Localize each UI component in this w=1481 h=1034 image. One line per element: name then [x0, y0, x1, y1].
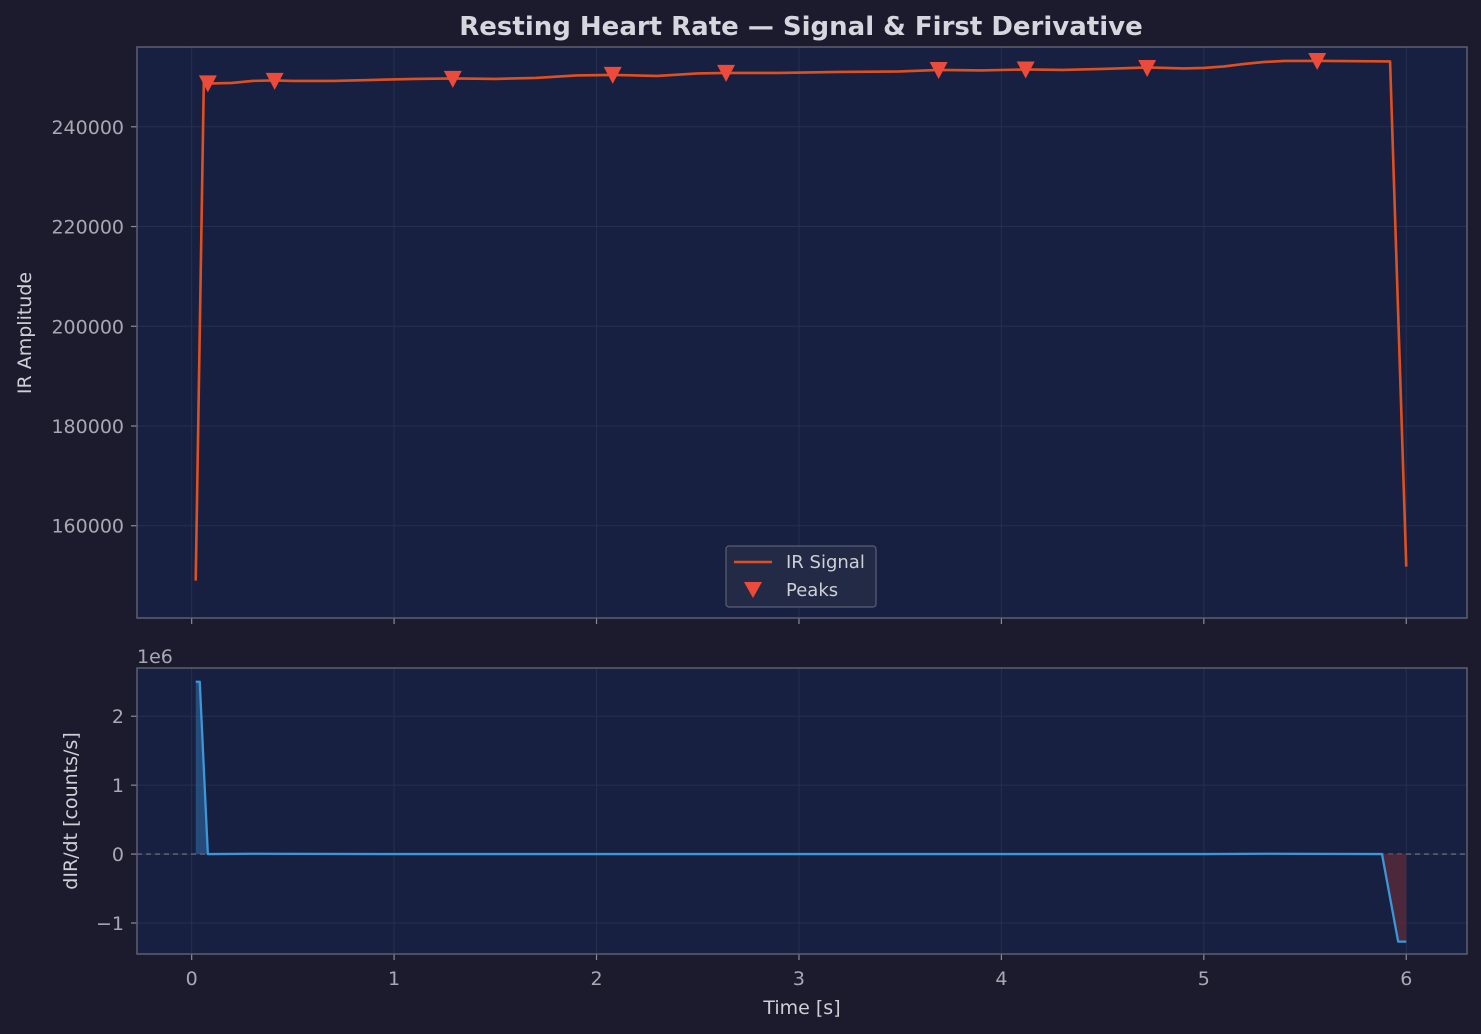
bottom-xlabel: Time [s]	[762, 997, 840, 1019]
y-tick-label: 2	[112, 706, 124, 728]
x-tick-label: 4	[995, 968, 1007, 990]
legend-label-peaks: Peaks	[786, 580, 838, 601]
x-tick-label: 6	[1400, 968, 1412, 990]
y-tick-label: 160000	[51, 516, 124, 538]
peak-marker	[717, 64, 736, 82]
peak-marker	[1138, 59, 1157, 77]
y-tick-label: 1	[112, 775, 124, 797]
derivative-panel: 0 1 2 3 4 5 6 −1 0 1 2	[96, 667, 1468, 990]
bottom-ylabel: dIR/dt [counts/s]	[60, 732, 82, 889]
derivative-negative-fill	[1381, 854, 1407, 942]
y-offset-label: 1e6	[137, 646, 173, 668]
plot-frame	[136, 46, 1468, 619]
x-tick-label: 5	[1198, 968, 1210, 990]
y-tick-label: 180000	[51, 416, 124, 438]
derivative-line	[195, 680, 1407, 943]
x-tick-label: 2	[590, 968, 602, 990]
peak-marker	[929, 61, 948, 79]
peak-marker	[1016, 61, 1035, 79]
y-tick-label: 240000	[51, 117, 124, 139]
peak-marker	[265, 72, 284, 90]
legend-swatch-peaks	[744, 582, 762, 598]
x-tick-label: 3	[793, 968, 805, 990]
chart-title: Resting Heart Rate — Signal & First Deri…	[459, 12, 1142, 42]
plot-area	[137, 47, 1467, 618]
y-tick-label: 200000	[51, 316, 124, 338]
x-tick-label: 1	[388, 968, 400, 990]
legend-label-ir-signal: IR Signal	[786, 552, 865, 573]
plot-area	[137, 668, 1467, 954]
y-tick-label: 0	[112, 844, 124, 866]
peak-marker	[603, 66, 622, 84]
y-tick-label: 220000	[51, 217, 124, 239]
ir-signal-line	[194, 59, 1408, 581]
y-tick-label: −1	[96, 913, 124, 935]
plot-frame	[136, 667, 1468, 955]
peak-marker	[198, 75, 217, 93]
top-ylabel: IR Amplitude	[14, 272, 36, 394]
peak-marker	[1308, 52, 1327, 70]
signal-panel: 160000 180000 200000 220000 240000	[51, 46, 1468, 624]
peak-marker	[443, 70, 462, 88]
legend: IR Signal Peaks	[725, 545, 877, 608]
x-tick-label: 0	[186, 968, 198, 990]
